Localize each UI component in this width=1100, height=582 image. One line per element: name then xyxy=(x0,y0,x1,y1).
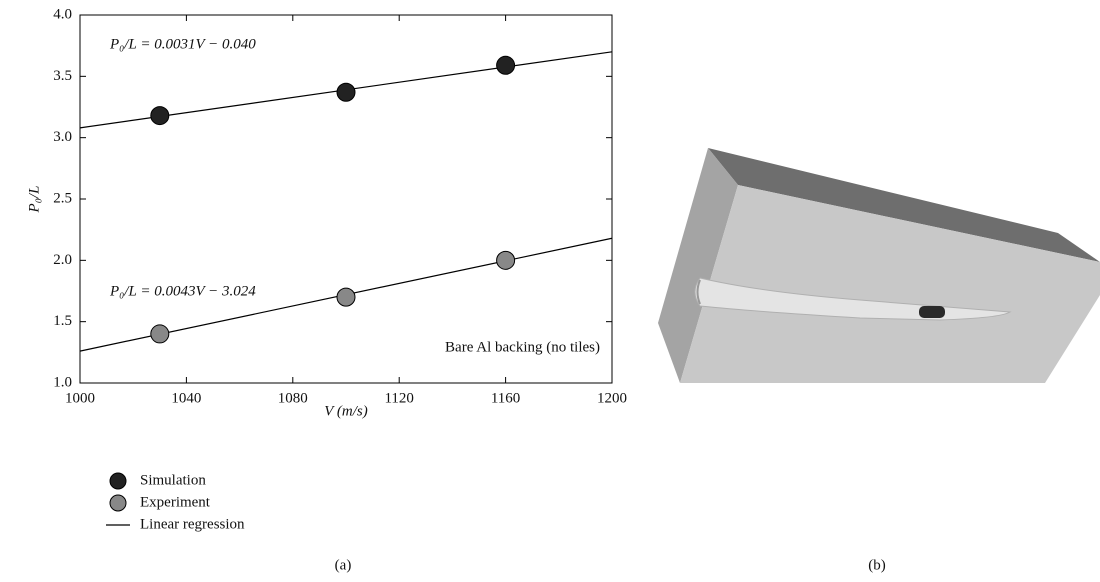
y-tick-label: 1.5 xyxy=(53,313,72,329)
y-tick-label: 3.0 xyxy=(53,129,72,145)
data-point xyxy=(151,325,169,343)
panel-label: (b) xyxy=(868,557,886,573)
x-axis-label: V (m/s) xyxy=(324,403,367,419)
data-point xyxy=(151,107,169,125)
annotation: P₀/L = 0.0043V − 3.024 xyxy=(109,283,256,299)
x-tick-label: 1000 xyxy=(65,390,95,406)
x-tick-label: 1120 xyxy=(384,390,413,406)
x-tick-label: 1080 xyxy=(278,390,308,406)
x-tick-label: 1040 xyxy=(171,390,201,406)
legend-label: Linear regression xyxy=(140,516,245,532)
y-tick-label: 4.0 xyxy=(53,6,72,22)
data-point xyxy=(337,83,355,101)
y-tick-label: 1.0 xyxy=(53,374,72,390)
render-3d xyxy=(658,148,1100,383)
y-tick-label: 2.0 xyxy=(53,252,72,268)
data-point xyxy=(497,56,515,74)
annotation: Bare Al backing (no tiles) xyxy=(445,339,600,355)
legend-label: Experiment xyxy=(140,494,211,510)
y-axis-label: P₀/L xyxy=(26,186,42,214)
annotation: P₀/L = 0.0031V − 0.040 xyxy=(109,36,256,52)
legend-marker xyxy=(110,473,126,489)
y-tick-label: 2.5 xyxy=(53,190,72,206)
panel-label: (a) xyxy=(335,557,352,573)
x-tick-label: 1200 xyxy=(597,390,627,406)
legend-label: Simulation xyxy=(140,472,206,488)
figure: P₀/L V (m/s) (a) (b) 1.0 1.5 2.0 2.5 3.0 3.5 4… xyxy=(0,0,1100,582)
data-point xyxy=(337,288,355,306)
data-point xyxy=(497,251,515,269)
legend-marker xyxy=(110,495,126,511)
x-tick-label: 1160 xyxy=(491,390,520,406)
y-tick-label: 3.5 xyxy=(53,68,72,84)
